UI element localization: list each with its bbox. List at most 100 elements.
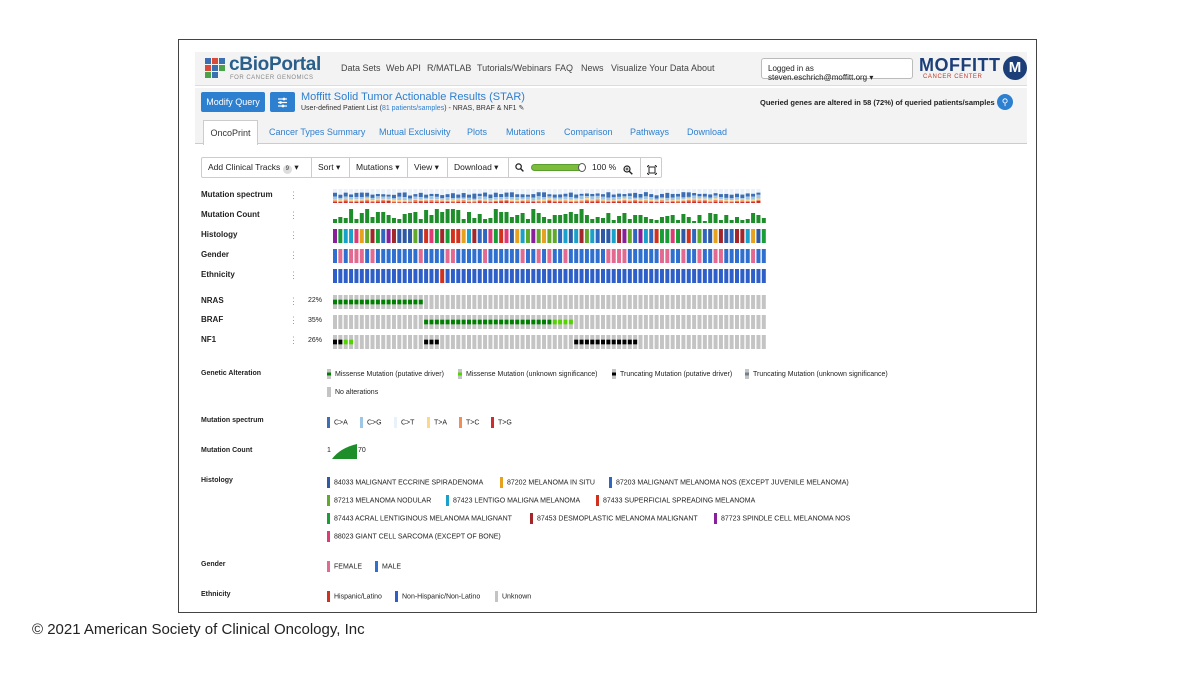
spectrum-cell[interactable] bbox=[338, 197, 343, 200]
ethnicity-cell[interactable] bbox=[627, 269, 632, 283]
spectrum-cell[interactable] bbox=[627, 201, 632, 203]
spectrum-cell[interactable] bbox=[349, 189, 354, 195]
gene-alteration-mark[interactable] bbox=[477, 319, 482, 325]
gene-cell[interactable] bbox=[445, 335, 450, 349]
mutation-count-bar[interactable] bbox=[467, 212, 471, 223]
spectrum-cell[interactable] bbox=[365, 192, 370, 197]
gender-cell[interactable] bbox=[681, 249, 686, 263]
spectrum-cell[interactable] bbox=[477, 193, 482, 197]
gene-alteration-mark[interactable] bbox=[547, 319, 552, 325]
spectrum-cell[interactable] bbox=[515, 189, 520, 195]
gene-cell[interactable] bbox=[718, 315, 723, 329]
mutation-count-bar[interactable] bbox=[509, 217, 514, 223]
ethnicity-cell[interactable] bbox=[456, 269, 461, 283]
gene-cell[interactable] bbox=[525, 295, 530, 309]
gene-cell[interactable] bbox=[718, 335, 723, 349]
spectrum-cell[interactable] bbox=[563, 193, 568, 197]
mutation-count-bar[interactable] bbox=[424, 210, 429, 223]
gene-cell[interactable] bbox=[402, 335, 407, 349]
spectrum-cell[interactable] bbox=[638, 189, 643, 195]
gene-cell[interactable] bbox=[536, 295, 541, 309]
gene-alteration-mark[interactable] bbox=[440, 319, 445, 325]
spectrum-cell[interactable] bbox=[745, 196, 750, 200]
mutation-count-bar[interactable] bbox=[349, 209, 354, 223]
gene-cell[interactable] bbox=[638, 335, 643, 349]
spectrum-cell[interactable] bbox=[424, 200, 429, 202]
gene-alteration-mark[interactable] bbox=[483, 319, 488, 325]
spectrum-cell[interactable] bbox=[708, 202, 713, 203]
spectrum-cell[interactable] bbox=[579, 200, 584, 203]
study-title-link[interactable]: Moffitt Solid Tumor Actionable Results (… bbox=[301, 91, 525, 103]
spectrum-cell[interactable] bbox=[702, 200, 707, 202]
gene-cell[interactable] bbox=[386, 335, 391, 349]
spectrum-cell[interactable] bbox=[472, 189, 477, 194]
gene-alteration-mark[interactable] bbox=[391, 299, 396, 305]
ethnicity-cell[interactable] bbox=[397, 269, 402, 283]
gender-cell[interactable] bbox=[740, 249, 745, 263]
spectrum-cell[interactable] bbox=[654, 201, 659, 203]
gender-cell[interactable] bbox=[761, 249, 766, 263]
spectrum-cell[interactable] bbox=[724, 201, 729, 203]
spectrum-cell[interactable] bbox=[370, 201, 375, 203]
spectrum-cell[interactable] bbox=[601, 194, 605, 197]
gene-alteration-mark[interactable] bbox=[622, 339, 627, 345]
spectrum-cell[interactable] bbox=[568, 201, 573, 203]
spectrum-cell[interactable] bbox=[499, 200, 504, 202]
spectrum-cell[interactable] bbox=[665, 189, 670, 193]
spectrum-cell[interactable] bbox=[397, 201, 402, 203]
spectrum-cell[interactable] bbox=[686, 199, 691, 202]
spectrum-cell[interactable] bbox=[584, 189, 589, 194]
spectrum-cell[interactable] bbox=[365, 189, 370, 193]
spectrum-cell[interactable] bbox=[579, 193, 584, 196]
histology-cell[interactable] bbox=[552, 229, 557, 243]
gene-cell[interactable] bbox=[659, 295, 664, 309]
histology-cell[interactable] bbox=[381, 229, 386, 243]
gene-cell[interactable] bbox=[365, 335, 370, 349]
spectrum-cell[interactable] bbox=[418, 197, 423, 200]
spectrum-cell[interactable] bbox=[515, 202, 520, 203]
gene-alteration-mark[interactable] bbox=[509, 319, 514, 325]
spectrum-cell[interactable] bbox=[504, 199, 509, 201]
ethnicity-cell[interactable] bbox=[713, 269, 718, 283]
gene-alteration-mark[interactable] bbox=[542, 319, 547, 325]
gene-cell[interactable] bbox=[359, 335, 364, 349]
histology-cell[interactable] bbox=[391, 229, 396, 243]
spectrum-cell[interactable] bbox=[445, 194, 450, 198]
spectrum-cell[interactable] bbox=[531, 201, 536, 202]
spectrum-cell[interactable] bbox=[670, 189, 675, 194]
spectrum-cell[interactable] bbox=[333, 200, 337, 202]
gender-cell[interactable] bbox=[611, 249, 616, 263]
spectrum-cell[interactable] bbox=[509, 201, 514, 203]
gene-cell[interactable] bbox=[579, 315, 584, 329]
gene-alteration-mark[interactable] bbox=[617, 339, 622, 345]
gender-cell[interactable] bbox=[590, 249, 595, 263]
tab-mutations[interactable]: Mutations bbox=[506, 127, 546, 137]
gene-cell[interactable] bbox=[375, 335, 380, 349]
spectrum-cell[interactable] bbox=[386, 196, 391, 199]
histology-cell[interactable] bbox=[333, 229, 337, 243]
mutation-count-bar[interactable] bbox=[713, 214, 718, 223]
mutation-count-bar[interactable] bbox=[697, 215, 702, 223]
histology-cell[interactable] bbox=[579, 229, 584, 243]
spectrum-cell[interactable] bbox=[590, 200, 595, 202]
spectrum-cell[interactable] bbox=[611, 200, 616, 202]
spectrum-cell[interactable] bbox=[649, 199, 654, 201]
spectrum-cell[interactable] bbox=[751, 193, 756, 197]
spectrum-cell[interactable] bbox=[338, 201, 343, 202]
spectrum-cell[interactable] bbox=[450, 189, 455, 194]
gene-cell[interactable] bbox=[676, 335, 681, 349]
gender-cell[interactable] bbox=[756, 249, 761, 263]
spectrum-cell[interactable] bbox=[584, 199, 589, 202]
spectrum-cell[interactable] bbox=[676, 200, 681, 203]
spectrum-cell[interactable] bbox=[408, 198, 413, 201]
histology-cell[interactable] bbox=[450, 229, 455, 243]
gene-cell[interactable] bbox=[606, 315, 611, 329]
histology-cell[interactable] bbox=[525, 229, 530, 243]
spectrum-cell[interactable] bbox=[397, 192, 402, 197]
spectrum-cell[interactable] bbox=[386, 194, 391, 197]
spectrum-cell[interactable] bbox=[676, 193, 681, 197]
spectrum-cell[interactable] bbox=[729, 189, 734, 195]
gender-cell[interactable] bbox=[349, 249, 354, 263]
mutation-count-bar[interactable] bbox=[343, 218, 348, 223]
gene-alteration-mark[interactable] bbox=[633, 339, 638, 345]
